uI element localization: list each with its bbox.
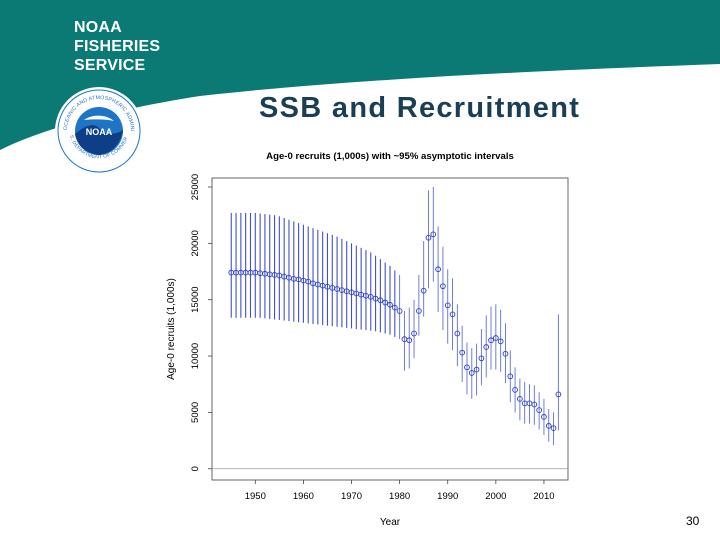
data-point bbox=[382, 299, 389, 306]
y-tick-label: 25000 bbox=[190, 174, 201, 200]
data-point bbox=[425, 234, 432, 241]
data-point bbox=[517, 396, 523, 402]
noaa-logo-icon: NATIONAL OCEANIC AND ATMOSPHERIC ADMINIS… bbox=[54, 86, 143, 175]
data-point bbox=[430, 231, 437, 238]
x-axis-label: Year bbox=[380, 517, 401, 528]
data-point bbox=[502, 350, 509, 357]
x-tick-label: 1990 bbox=[437, 491, 458, 502]
data-point bbox=[459, 349, 466, 356]
data-point bbox=[497, 338, 504, 345]
chart-title: Age-0 recruits (1,000s) with ~95% asympt… bbox=[266, 151, 514, 162]
data-point bbox=[545, 423, 552, 429]
data-point bbox=[507, 373, 514, 380]
x-tick-label: 1950 bbox=[245, 491, 266, 502]
data-point bbox=[387, 301, 393, 308]
header-banner bbox=[0, 0, 720, 150]
data-point bbox=[440, 283, 446, 290]
y-tick-label: 5000 bbox=[190, 402, 201, 423]
slide-title: SSB and Recruitment bbox=[259, 92, 581, 124]
y-tick-label: 10000 bbox=[190, 343, 201, 369]
data-point bbox=[435, 266, 441, 273]
data-point bbox=[406, 337, 413, 344]
data-point bbox=[444, 302, 451, 309]
brand-line-2: FISHERIES bbox=[74, 38, 161, 55]
data-point bbox=[367, 294, 374, 300]
data-point bbox=[555, 391, 562, 398]
data-point bbox=[420, 287, 427, 294]
data-point bbox=[464, 364, 470, 371]
y-tick-label: 15000 bbox=[190, 286, 201, 312]
data-point bbox=[449, 311, 456, 318]
brand-line-3: SERVICE bbox=[74, 57, 146, 74]
data-point bbox=[531, 401, 538, 408]
logo-bird-wave bbox=[75, 125, 123, 155]
y-tick-label: 0 bbox=[190, 466, 201, 471]
data-point bbox=[512, 387, 518, 393]
page-number: 30 bbox=[686, 514, 700, 528]
x-tick-label: 2000 bbox=[485, 491, 506, 502]
brand-line-1: NOAA bbox=[74, 19, 122, 36]
logo-outer-ring bbox=[57, 89, 141, 173]
noaa-fisheries-wordmark: NOAA FISHERIES SERVICE bbox=[74, 18, 160, 75]
data-point bbox=[396, 308, 403, 314]
data-point bbox=[478, 355, 485, 362]
data-point bbox=[416, 308, 422, 314]
data-point bbox=[488, 337, 494, 344]
y-axis-label: Age-0 recruits (1,000s) bbox=[166, 278, 177, 380]
logo-bird-wing bbox=[84, 115, 114, 121]
x-tick-label: 1960 bbox=[293, 491, 314, 502]
data-point bbox=[377, 297, 384, 304]
x-tick-label: 1980 bbox=[389, 491, 410, 502]
header-band bbox=[0, 0, 720, 150]
y-tick-label: 20000 bbox=[190, 230, 201, 256]
x-tick-label: 2010 bbox=[533, 491, 554, 502]
data-point bbox=[550, 425, 557, 432]
data-point bbox=[454, 330, 461, 337]
x-tick-label: 1970 bbox=[341, 491, 362, 502]
data-point bbox=[411, 330, 417, 337]
data-point bbox=[536, 407, 542, 413]
logo-noaa-text: NOAA bbox=[86, 127, 113, 137]
data-point bbox=[483, 344, 490, 350]
data-point bbox=[305, 278, 312, 285]
data-point bbox=[468, 370, 475, 376]
data-point bbox=[541, 414, 547, 420]
data-point bbox=[473, 366, 480, 373]
data-point bbox=[372, 295, 379, 302]
data-point bbox=[391, 304, 398, 311]
plot-frame bbox=[211, 177, 569, 481]
data-point bbox=[492, 335, 499, 341]
